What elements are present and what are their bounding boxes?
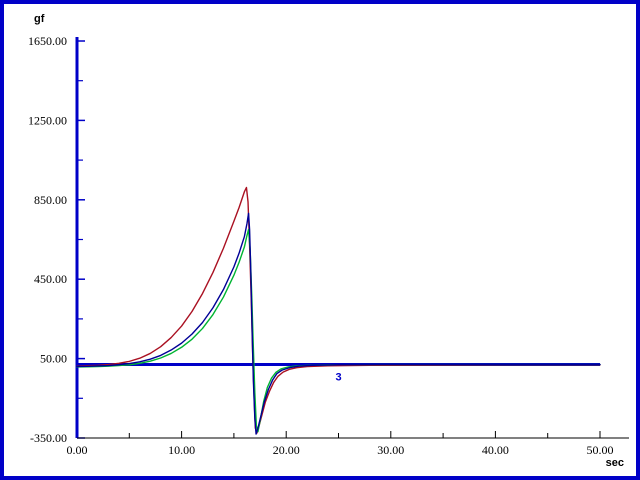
series-number-label: 3 xyxy=(335,371,341,383)
x-tick-label: 20.00 xyxy=(273,443,300,457)
x-tick-label: 0.00 xyxy=(67,443,88,457)
x-tick-label: 30.00 xyxy=(377,443,404,457)
x-tick-label: 50.00 xyxy=(587,443,614,457)
chart-svg: gf sec 1650.00 1250.00 850.00 450.00 50.00 -3… xyxy=(28,13,629,469)
y-tick-label: 50.00 xyxy=(40,352,67,366)
series-curve-blue xyxy=(76,212,601,435)
x-axis-ticks: 0.00 10.00 20.00 30.00 40.00 50.00 xyxy=(67,431,614,457)
y-axis-ticks: 1650.00 1250.00 850.00 450.00 50.00 -350.00 xyxy=(28,34,85,445)
y-tick-label: 1650.00 xyxy=(28,34,67,48)
x-tick-label: 10.00 xyxy=(168,443,195,457)
series-group xyxy=(76,186,601,435)
series-curve-red xyxy=(76,186,601,434)
x-axis-title: sec xyxy=(606,457,624,469)
plot-area: gf sec 1650.00 1250.00 850.00 450.00 50.00 -3… xyxy=(4,4,636,476)
y-tick-label: -350.00 xyxy=(30,431,67,445)
y-tick-label: 450.00 xyxy=(34,272,67,286)
y-axis-title: gf xyxy=(34,13,45,25)
y-tick-label: 850.00 xyxy=(34,193,67,207)
series-curve-green xyxy=(76,228,601,433)
annotation-group: 3 xyxy=(335,371,341,383)
y-tick-label: 1250.00 xyxy=(28,113,67,127)
x-tick-label: 40.00 xyxy=(482,443,509,457)
